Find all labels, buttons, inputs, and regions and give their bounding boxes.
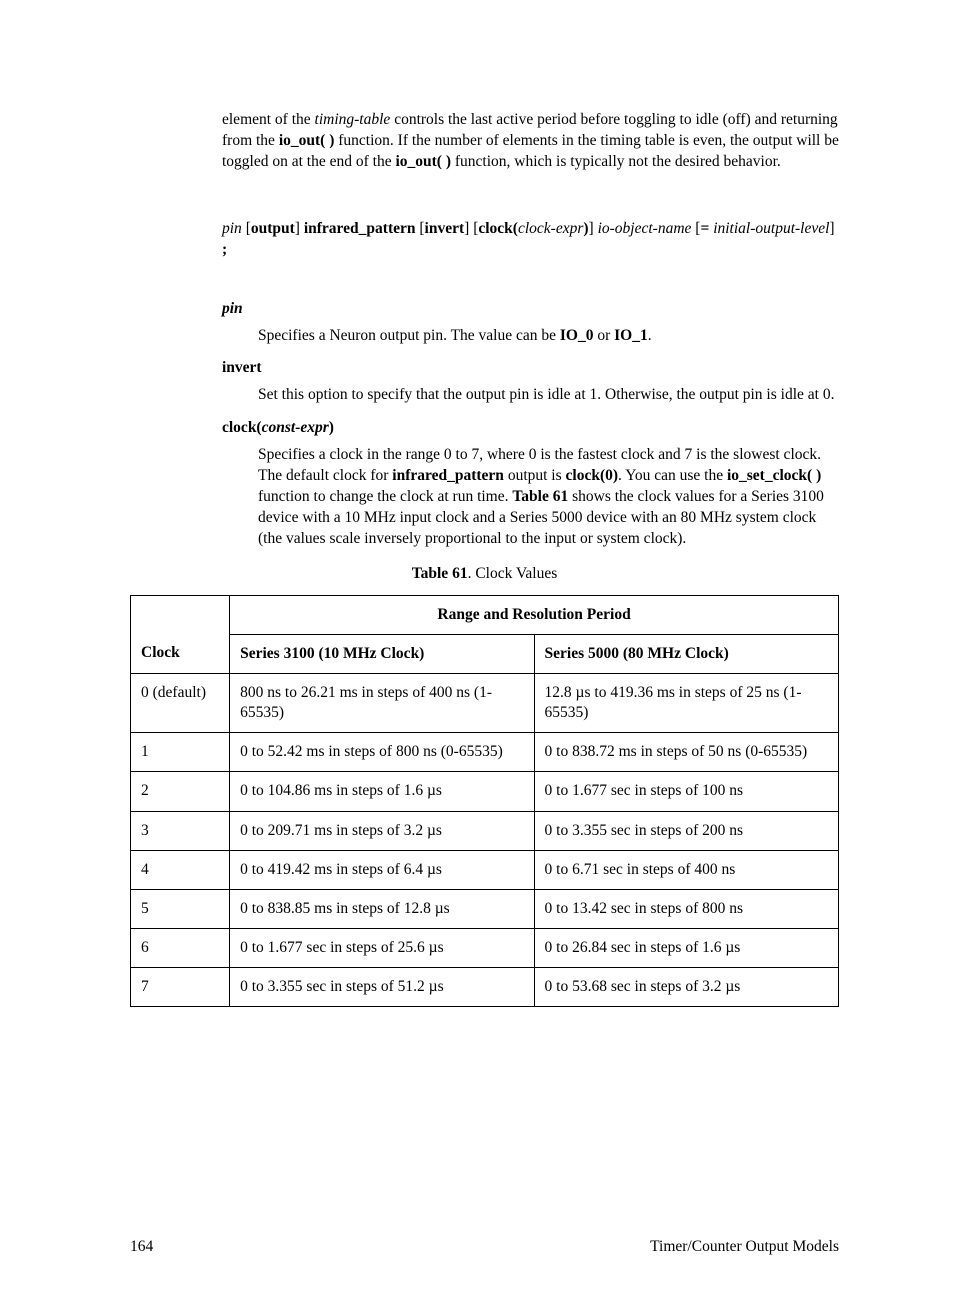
table-row: 0 (default)800 ns to 26.21 ms in steps o… xyxy=(131,674,839,733)
table-header-clock-spacer xyxy=(131,595,230,634)
table-header-clock: Clock xyxy=(131,634,230,673)
table-caption: Table 61. Clock Values xyxy=(130,564,839,585)
page-footer: 164 Timer/Counter Output Models xyxy=(130,1237,839,1258)
syn-0: pin xyxy=(222,220,242,237)
syn-2: output xyxy=(251,220,295,237)
syn-6: invert xyxy=(425,220,465,237)
term-invert-label: invert xyxy=(222,359,262,376)
section-title: Timer/Counter Output Models xyxy=(650,1237,839,1258)
term-clock-body: Specifies a clock in the range 0 to 7, w… xyxy=(130,445,839,550)
clock-values-table: Range and Resolution Period Clock Series… xyxy=(130,595,839,1008)
syn-5: [ xyxy=(416,220,425,237)
cell-s3100: 0 to 1.677 sec in steps of 25.6 µs xyxy=(230,929,534,968)
pin-b4: . xyxy=(648,327,652,344)
table-caption-num: Table 61 xyxy=(412,565,468,582)
table-header-s3100: Series 3100 (10 MHz Clock) xyxy=(230,634,534,673)
syntax-line: pin [output] infrared_pattern [invert] [… xyxy=(130,219,839,261)
cell-s5000: 0 to 26.84 sec in steps of 1.6 µs xyxy=(534,929,838,968)
pin-b1: IO_0 xyxy=(560,327,594,344)
term-invert: invert xyxy=(130,358,839,379)
term-clock-label-pre: clock( xyxy=(222,419,262,436)
cell-s5000: 0 to 13.42 sec in steps of 800 ns xyxy=(534,889,838,928)
syn-11: ] xyxy=(589,220,598,237)
syn-9: clock-expr xyxy=(518,220,583,237)
page: element of the timing-table controls the… xyxy=(0,0,954,1308)
cell-clock: 3 xyxy=(131,811,230,850)
cell-s3100: 0 to 419.42 ms in steps of 6.4 µs xyxy=(230,850,534,889)
intro-t5: io_out( ) xyxy=(395,153,451,170)
cell-s3100: 0 to 52.42 ms in steps of 800 ns (0-6553… xyxy=(230,733,534,772)
syn-15: initial-output-level xyxy=(713,220,829,237)
clk-b7: Table 61 xyxy=(512,488,568,505)
syn-12: io-object-name xyxy=(598,220,692,237)
clk-b4: . You can use the xyxy=(618,467,727,484)
cell-s5000: 0 to 6.71 sec in steps of 400 ns xyxy=(534,850,838,889)
table-row: 50 to 838.85 ms in steps of 12.8 µs0 to … xyxy=(131,889,839,928)
intro-t1: timing-table xyxy=(315,111,391,128)
syn-4: infrared_pattern xyxy=(304,220,416,237)
table-header-row-2: Clock Series 3100 (10 MHz Clock) Series … xyxy=(131,634,839,673)
cell-clock: 6 xyxy=(131,929,230,968)
cell-clock: 5 xyxy=(131,889,230,928)
intro-t0: element of the xyxy=(222,111,315,128)
table-header-s5000: Series 5000 (80 MHz Clock) xyxy=(534,634,838,673)
term-clock-label-suf: ) xyxy=(329,419,334,436)
clk-b5: io_set_clock( ) xyxy=(727,467,821,484)
table-row: 70 to 3.355 sec in steps of 51.2 µs0 to … xyxy=(131,968,839,1007)
pin-b2: or xyxy=(593,327,614,344)
syn-7: ] [ xyxy=(464,220,478,237)
cell-s5000: 12.8 µs to 419.36 ms in steps of 25 ns (… xyxy=(534,674,838,733)
syn-16: ] xyxy=(829,220,834,237)
page-number: 164 xyxy=(130,1237,153,1258)
cell-s3100: 0 to 104.86 ms in steps of 1.6 µs xyxy=(230,772,534,811)
syn-1: [ xyxy=(242,220,251,237)
cell-clock: 1 xyxy=(131,733,230,772)
cell-clock: 0 (default) xyxy=(131,674,230,733)
cell-s5000: 0 to 838.72 ms in steps of 50 ns (0-6553… xyxy=(534,733,838,772)
table-row: 40 to 419.42 ms in steps of 6.4 µs0 to 6… xyxy=(131,850,839,889)
term-pin-body: Specifies a Neuron output pin. The value… xyxy=(130,326,839,347)
intro-t3: io_out( ) xyxy=(279,132,335,149)
intro-t6: function, which is typically not the des… xyxy=(451,153,781,170)
cell-s3100: 0 to 838.85 ms in steps of 12.8 µs xyxy=(230,889,534,928)
clk-b1: infrared_pattern xyxy=(392,467,504,484)
term-clock: clock(const-expr) xyxy=(130,418,839,439)
table-caption-rest: . Clock Values xyxy=(468,565,558,582)
table-row: 20 to 104.86 ms in steps of 1.6 µs0 to 1… xyxy=(131,772,839,811)
pin-b0: Specifies a Neuron output pin. The value… xyxy=(258,327,560,344)
cell-s5000: 0 to 53.68 sec in steps of 3.2 µs xyxy=(534,968,838,1007)
term-invert-body: Set this option to specify that the outp… xyxy=(130,385,839,406)
intro-paragraph: element of the timing-table controls the… xyxy=(130,110,839,173)
table-row: 10 to 52.42 ms in steps of 800 ns (0-655… xyxy=(131,733,839,772)
cell-s3100: 800 ns to 26.21 ms in steps of 400 ns (1… xyxy=(230,674,534,733)
syn-8: clock( xyxy=(478,220,518,237)
table-header-row-1: Range and Resolution Period xyxy=(131,595,839,634)
clk-b2: output is xyxy=(504,467,566,484)
table-body: 0 (default)800 ns to 26.21 ms in steps o… xyxy=(131,674,839,1007)
table-header-range: Range and Resolution Period xyxy=(230,595,839,634)
term-clock-label-it: const-expr xyxy=(262,419,329,436)
cell-s5000: 0 to 3.355 sec in steps of 200 ns xyxy=(534,811,838,850)
pin-b3: IO_1 xyxy=(614,327,648,344)
term-pin-label: pin xyxy=(222,300,243,317)
term-pin: pin xyxy=(130,299,839,320)
cell-s3100: 0 to 3.355 sec in steps of 51.2 µs xyxy=(230,968,534,1007)
clk-b3: clock(0) xyxy=(566,467,619,484)
cell-s3100: 0 to 209.71 ms in steps of 3.2 µs xyxy=(230,811,534,850)
cell-clock: 2 xyxy=(131,772,230,811)
cell-s5000: 0 to 1.677 sec in steps of 100 ns xyxy=(534,772,838,811)
syn-14: = xyxy=(700,220,713,237)
table-row: 30 to 209.71 ms in steps of 3.2 µs0 to 3… xyxy=(131,811,839,850)
clk-b6: function to change the clock at run time… xyxy=(258,488,512,505)
syn-17: ; xyxy=(222,241,227,258)
syn-3: ] xyxy=(295,220,304,237)
cell-clock: 7 xyxy=(131,968,230,1007)
table-row: 60 to 1.677 sec in steps of 25.6 µs0 to … xyxy=(131,929,839,968)
cell-clock: 4 xyxy=(131,850,230,889)
